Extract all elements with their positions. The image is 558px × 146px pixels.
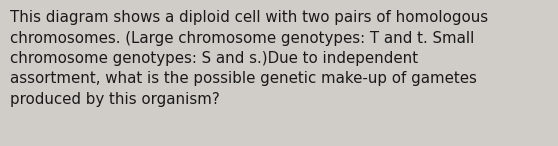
Text: This diagram shows a diploid cell with two pairs of homologous
chromosomes. (Lar: This diagram shows a diploid cell with t… — [10, 10, 488, 107]
